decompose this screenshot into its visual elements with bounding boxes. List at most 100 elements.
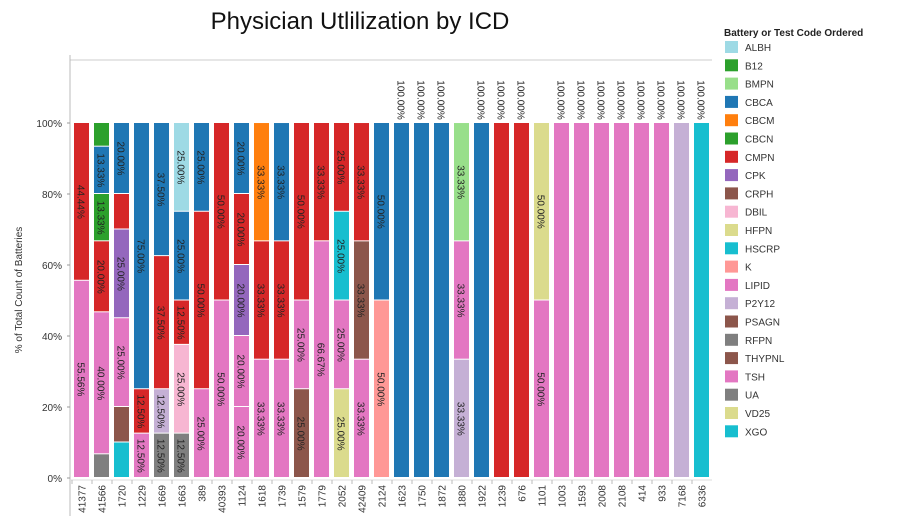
bar-segment-k [374, 300, 389, 477]
bar-1669: 12.50% 12.50% 37.50% 37.50% 1669 [151, 123, 169, 507]
bar-segment-cmpn [314, 123, 329, 241]
legend-swatch [725, 297, 738, 310]
legend-label: CBCM [745, 116, 774, 127]
legend-swatch [725, 370, 738, 383]
data-label: 20.00% [235, 284, 246, 318]
data-label: 37.50% [155, 306, 166, 340]
data-label: 33.33% [275, 402, 286, 436]
legend-item-cbca: CBCA [725, 95, 773, 109]
bar-segment-cmpn [134, 389, 149, 433]
data-label: 50.00% [535, 195, 546, 229]
x-tick-label: 1720 [118, 485, 129, 508]
bar-segment-cpk [114, 229, 129, 318]
bar-segment-cbca [134, 123, 149, 389]
data-label: 33.33% [455, 402, 466, 436]
x-tick-label: 7168 [678, 485, 689, 508]
data-label: 33.33% [275, 284, 286, 318]
bar-1922: 100.00% 1922 [471, 80, 489, 507]
x-tick-label: 1579 [298, 485, 309, 508]
bar-segment-lipid [234, 336, 249, 406]
data-label: 20.00% [115, 142, 126, 176]
data-label: 33.33% [355, 165, 366, 199]
bar-segment-tsh [234, 407, 249, 477]
bar-6336: 100.00% 6336 [691, 80, 709, 508]
legend-item-crph: CRPH [725, 187, 773, 200]
x-tick-label: 1229 [138, 485, 149, 508]
data-label: 44.44% [75, 185, 86, 219]
x-tick-label: 676 [518, 485, 529, 502]
legend-item-thypnl: THYPNL [725, 352, 785, 365]
legend-swatch [725, 224, 738, 236]
x-tick-label: 1739 [278, 485, 289, 508]
legend-label: P2Y12 [745, 299, 775, 310]
legend-item-hscrp: HSCRP [725, 242, 780, 255]
x-tick-label: 1750 [418, 485, 429, 508]
data-label: 100.00% [675, 80, 686, 120]
data-label: 100.00% [515, 80, 526, 120]
bar-segment-cpk [234, 265, 249, 335]
bar-segment-ua [94, 454, 109, 477]
data-label: 50.00% [375, 372, 386, 406]
x-tick-label: 1101 [538, 485, 549, 507]
y-axis-title: % of Total Count of Batteries [14, 227, 25, 354]
bar-segment-cbca [114, 123, 129, 193]
legend-label: CBCA [745, 98, 773, 109]
bar-segment-p2y12 [154, 389, 169, 433]
legend-label: HFPN [745, 226, 772, 237]
bar-41377: 55.56% 44.44% 41377 [71, 123, 89, 513]
data-label: 25.00% [175, 150, 186, 184]
x-tick-label: 1618 [258, 485, 269, 508]
legend-label: UA [745, 391, 759, 402]
legend-label: CBCN [745, 135, 773, 146]
data-label: 75.00% [135, 239, 146, 273]
bar-segment-tsh [294, 300, 309, 389]
bar-segment-cbca [154, 123, 169, 256]
bar-1663: 12.50% 25.00% 12.50% 25.00% 25.00% 1663 [171, 123, 189, 507]
legend-swatch [725, 333, 738, 346]
y-tick-label: 20% [42, 403, 62, 414]
legend-swatch [725, 114, 738, 127]
legend-swatch [725, 242, 738, 255]
bar-segment-tsh [214, 300, 229, 477]
bar-2108: 100.00% 2108 [611, 80, 629, 507]
legend-label: TSH [745, 372, 765, 383]
legend-swatch [725, 425, 738, 438]
legend-swatch [725, 205, 738, 218]
bar-2008: 100.00% 2008 [591, 80, 609, 507]
bar-676: 100.00% 676 [511, 80, 529, 502]
bar-segment-tsh [354, 359, 369, 477]
data-label: 50.00% [215, 195, 226, 229]
bar-segment-vd25 [334, 389, 349, 477]
bar-segment-thypnl [114, 407, 129, 442]
data-label: 33.33% [355, 402, 366, 436]
bar-segment-tsh [194, 389, 209, 477]
legend-item-dbil: DBIL [725, 205, 768, 219]
bar-segment-cmpn [354, 123, 369, 241]
data-label: 12.50% [135, 394, 146, 428]
bar-segment-tsh [574, 123, 589, 477]
legend-item-albh: ALBH [725, 41, 771, 54]
data-label: 33.33% [355, 284, 366, 318]
x-tick-label: 41566 [98, 485, 109, 513]
bar-segment-crph [354, 241, 369, 359]
data-label: 100.00% [695, 80, 706, 120]
legend-swatch [725, 187, 738, 200]
y-tick-label: 80% [42, 190, 62, 201]
bar-segment-tsh [74, 280, 89, 477]
legend-label: XGO [745, 427, 767, 438]
x-tick-label: 6336 [698, 485, 709, 508]
bar-segment-tsh [134, 433, 149, 477]
legend-swatch [725, 59, 738, 72]
legend-item-psagn: PSAGN [725, 315, 780, 329]
bar-segment-tsh [594, 123, 609, 477]
legend-item-cbcm: CBCM [725, 114, 774, 127]
bar-414: 100.00% 414 [631, 80, 649, 502]
bar-933: 100.00% 933 [651, 80, 669, 502]
legend-swatch [725, 95, 738, 108]
data-label: 50.00% [375, 195, 386, 229]
legend-swatch [725, 41, 738, 53]
legend-swatch [725, 352, 738, 365]
x-tick-label: 1124 [238, 485, 249, 507]
